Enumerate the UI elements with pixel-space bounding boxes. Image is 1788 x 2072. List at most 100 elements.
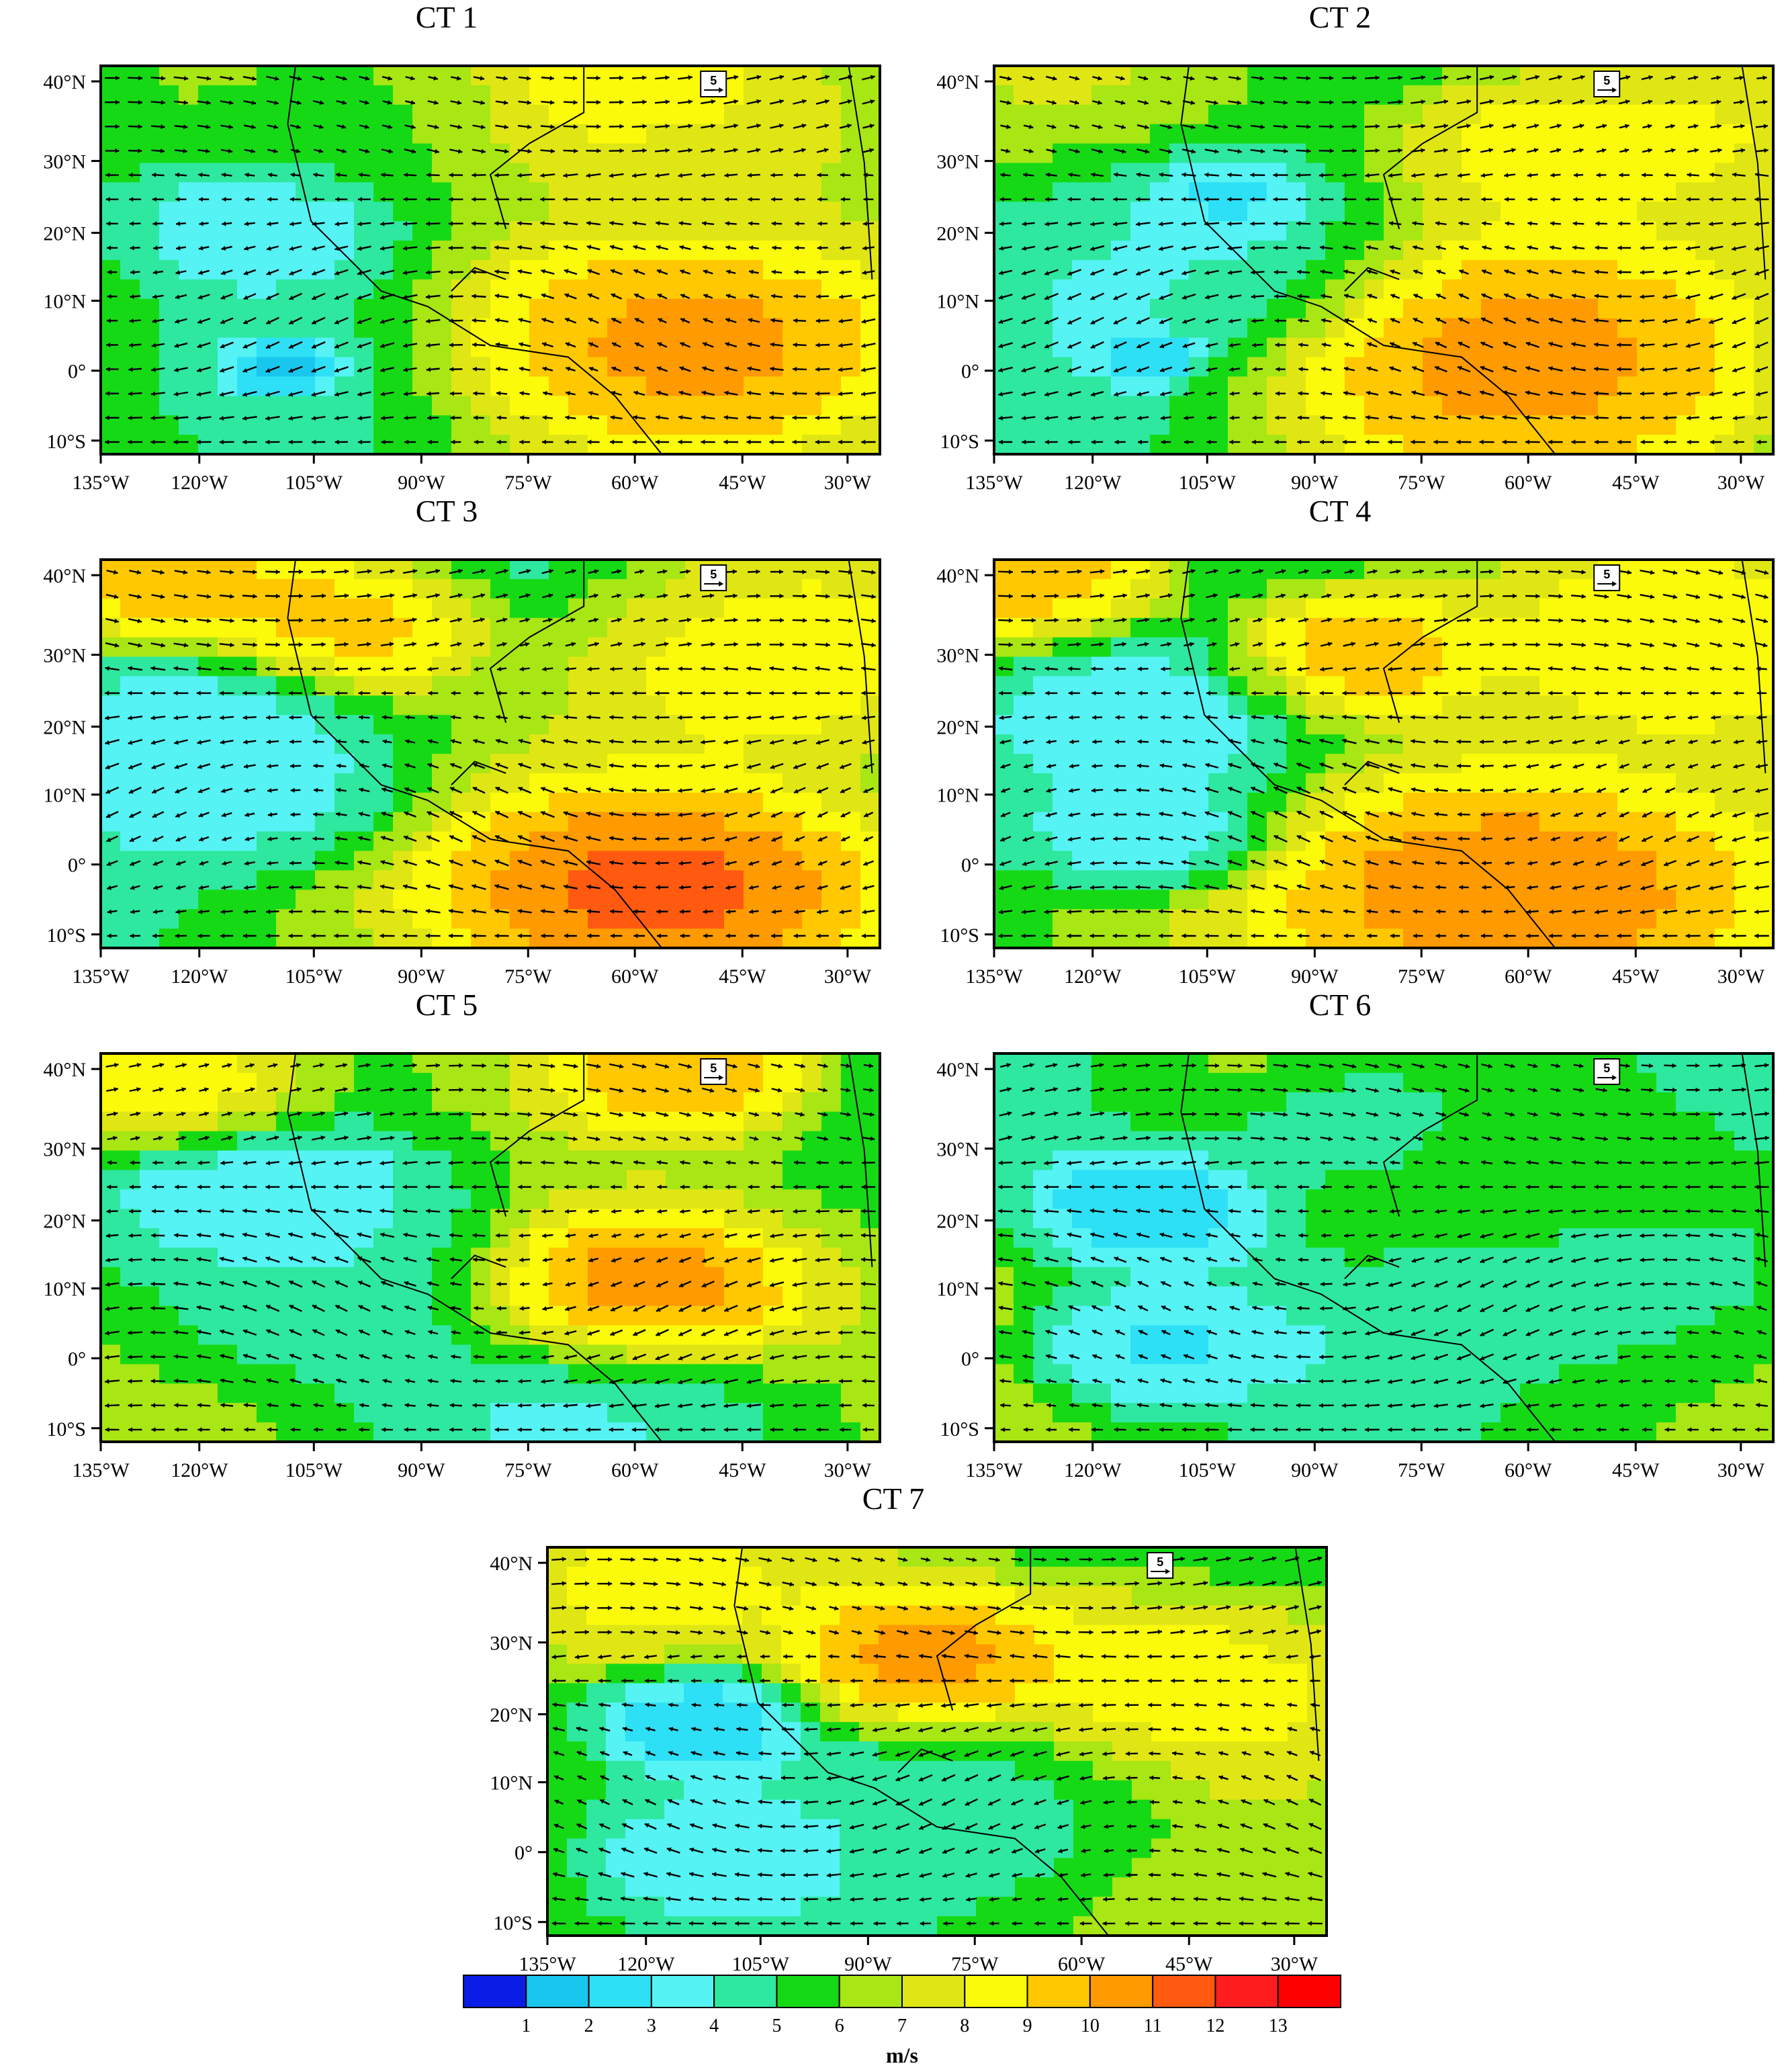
wind-arrowhead <box>380 391 386 396</box>
speed-cell <box>1539 396 1560 416</box>
speed-cell <box>802 435 822 455</box>
wind-arrowhead <box>114 642 120 648</box>
speed-cell <box>1559 66 1579 86</box>
speed-cell <box>1072 396 1092 416</box>
wind-arrowhead <box>711 99 715 104</box>
speed-cell <box>549 279 569 300</box>
wind-arrowhead <box>1029 100 1034 105</box>
speed-cell <box>1286 104 1306 125</box>
wind-arrowhead <box>267 787 272 793</box>
speed-cell <box>1306 202 1326 222</box>
wind-arrowhead <box>1436 294 1441 298</box>
speed-cell <box>783 734 803 754</box>
speed-cell <box>334 104 355 125</box>
speed-cell <box>1462 66 1482 86</box>
speed-cell <box>821 792 842 813</box>
speed-cell <box>1111 202 1131 222</box>
wind-arrowhead <box>1275 415 1280 421</box>
wind-arrowhead <box>1557 75 1562 80</box>
wind-arrowhead <box>433 100 439 105</box>
wind-arrowhead <box>1297 415 1302 421</box>
wind-arrowhead <box>657 366 662 372</box>
speed-cell <box>646 143 666 164</box>
speed-cell <box>994 124 1014 144</box>
wind-arrowhead <box>137 642 142 648</box>
speed-cell <box>1364 143 1384 164</box>
wind-arrowhead <box>297 76 302 81</box>
speed-cell <box>490 560 510 580</box>
speed-cell <box>1345 241 1365 261</box>
speed-cell <box>646 598 666 619</box>
speed-cell <box>821 695 842 716</box>
speed-cell <box>334 435 355 455</box>
wind-arrowhead <box>266 909 271 914</box>
wind-arrowhead <box>318 124 324 130</box>
wind-arrowhead <box>817 197 822 202</box>
speed-cell <box>140 241 160 261</box>
speed-cell <box>490 734 510 754</box>
wind-arrowhead <box>1435 197 1439 202</box>
speed-cell <box>1325 279 1345 300</box>
wind-arrowhead <box>656 220 660 226</box>
speed-cell <box>179 104 199 125</box>
wind-arrowhead <box>1161 439 1165 445</box>
wind-arrowhead <box>1227 270 1233 275</box>
speed-cell <box>646 298 666 319</box>
speed-cell <box>1501 435 1521 455</box>
speed-cell <box>705 831 725 852</box>
speed-cell <box>588 637 608 658</box>
speed-cell <box>1364 163 1384 183</box>
speed-cell <box>140 617 160 638</box>
speed-cell <box>1014 435 1034 455</box>
speed-cell <box>666 695 686 716</box>
speed-cell <box>1325 163 1345 183</box>
wind-arrowhead <box>244 221 249 226</box>
speed-cell <box>1014 396 1034 416</box>
wind-arrowhead <box>1074 99 1079 105</box>
speed-cell <box>802 851 822 871</box>
wind-arrowhead <box>573 124 578 130</box>
wind-arrowhead <box>1686 221 1691 226</box>
speed-cell <box>1189 318 1209 339</box>
speed-cell <box>1676 143 1696 164</box>
speed-cell <box>1111 260 1131 280</box>
speed-cell <box>1520 241 1540 261</box>
wind-arrowhead <box>1097 100 1102 105</box>
speed-cell <box>471 831 491 852</box>
speed-cell <box>218 66 238 86</box>
wind-arrowhead <box>1732 271 1737 276</box>
speed-cell <box>120 560 140 580</box>
wind-arrowhead <box>1503 317 1509 322</box>
wind-arrowhead <box>1662 318 1668 324</box>
speed-cell <box>101 396 121 416</box>
wind-arrowhead <box>265 368 271 373</box>
speed-cell <box>276 66 296 86</box>
speed-cell <box>588 598 608 619</box>
speed-cell <box>685 890 705 910</box>
speed-cell <box>860 890 881 910</box>
wind-arrowhead <box>1114 368 1119 373</box>
wind-arrowhead <box>176 885 181 890</box>
wind-arrowhead <box>733 75 739 80</box>
speed-cell <box>257 318 277 339</box>
speed-cell <box>159 202 179 222</box>
wind-arrowhead <box>105 715 109 721</box>
speed-cell <box>763 143 783 164</box>
speed-cell <box>1617 104 1638 125</box>
speed-cell <box>296 143 316 164</box>
wind-arrowhead <box>219 392 224 397</box>
speed-cell <box>140 637 160 658</box>
wind-arrowhead <box>220 295 226 300</box>
wind-arrowhead <box>1090 271 1096 276</box>
speed-cell <box>198 163 218 183</box>
speed-cell <box>1423 143 1443 164</box>
wind-arrowhead <box>1204 197 1209 202</box>
speed-cell <box>1656 357 1677 377</box>
speed-cell <box>763 66 783 86</box>
speed-cell <box>549 66 569 86</box>
wind-arrowhead <box>403 343 408 348</box>
speed-cell <box>685 792 705 813</box>
speed-cell <box>451 415 472 435</box>
wind-arrowhead <box>1527 221 1532 226</box>
panel-title: CT 2 <box>1308 0 1372 34</box>
